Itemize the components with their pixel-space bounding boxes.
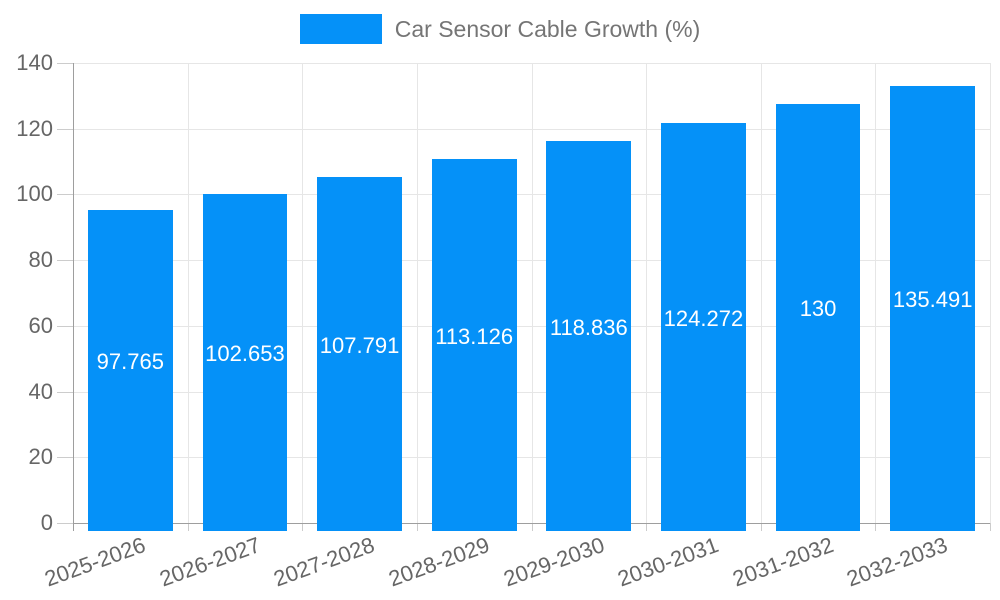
y-axis-tick: [57, 63, 73, 64]
bar-value-label: 130: [799, 296, 837, 322]
bar[interactable]: [661, 122, 746, 531]
bar[interactable]: [890, 85, 976, 531]
bar-value-label: 107.791: [319, 332, 400, 358]
bar-value-label: 135.491: [892, 287, 973, 313]
x-axis-tick: [531, 523, 533, 531]
legend-swatch: [299, 14, 382, 44]
v-gridline: [531, 63, 533, 523]
bar[interactable]: [775, 103, 861, 531]
v-gridline: [760, 63, 762, 523]
x-axis-tick: [302, 523, 304, 531]
y-axis-tick: [57, 194, 73, 196]
x-axis-tick: [875, 523, 877, 531]
v-gridline: [302, 63, 304, 523]
y-tick-label: 80: [28, 247, 53, 273]
x-tick-label: 2028-2029: [385, 532, 493, 592]
plot-area: 97.765 102.653 107.791 113.126 118.836 124.27…: [73, 63, 991, 531]
y-tick-label: 60: [28, 312, 53, 338]
bar[interactable]: [317, 176, 402, 531]
x-axis-tick: [416, 523, 418, 531]
bar[interactable]: [87, 209, 173, 531]
x-tick-label: 2025-2026: [41, 532, 149, 592]
bar[interactable]: [546, 140, 632, 531]
y-axis-tick: [57, 523, 73, 524]
v-gridline: [187, 63, 189, 523]
x-tick-label: 2029-2030: [499, 532, 608, 592]
x-tick-label: 2031-2032: [729, 532, 837, 592]
y-axis-tick: [57, 457, 73, 459]
v-gridline: [875, 63, 877, 523]
y-tick-label: 40: [28, 378, 53, 404]
y-tick-label: 0: [40, 510, 53, 535]
x-axis-baseline: [73, 523, 990, 524]
x-axis-tick: [187, 523, 189, 531]
y-axis-line: [73, 63, 74, 531]
y-tick-label: 20: [28, 444, 53, 470]
x-axis-tick: [760, 523, 762, 531]
bar-value-label: 102.653: [205, 341, 285, 367]
v-gridline: [990, 63, 991, 523]
y-axis-tick: [57, 128, 73, 130]
bar-value-label: 118.836: [549, 314, 628, 340]
x-tick-label: 2030-2031: [614, 532, 722, 592]
y-axis-tick: [57, 325, 73, 327]
legend-label: Car Sensor Cable Growth (%): [394, 15, 701, 42]
bar[interactable]: [431, 159, 517, 531]
x-tick-label: 2026-2027: [156, 532, 264, 592]
x-axis-tick: [990, 523, 991, 531]
y-tick-label: 100: [16, 181, 53, 207]
bar-value-label: 97.765: [96, 349, 164, 375]
y-axis-tick: [57, 391, 73, 393]
x-tick-label: 2032-2033: [843, 532, 952, 592]
bar-value-label: 124.272: [663, 305, 744, 331]
x-tick-label: 2027-2028: [270, 532, 379, 592]
bar-value-label: 113.126: [435, 324, 514, 350]
y-tick-label: 120: [16, 115, 53, 141]
y-axis-tick: [57, 260, 73, 262]
v-gridline: [646, 63, 648, 523]
bar[interactable]: [202, 193, 288, 531]
x-axis-tick: [646, 523, 648, 531]
legend: Car Sensor Cable Growth (%): [0, 13, 1000, 45]
v-gridline: [416, 63, 418, 523]
y-tick-label: 140: [16, 50, 53, 75]
